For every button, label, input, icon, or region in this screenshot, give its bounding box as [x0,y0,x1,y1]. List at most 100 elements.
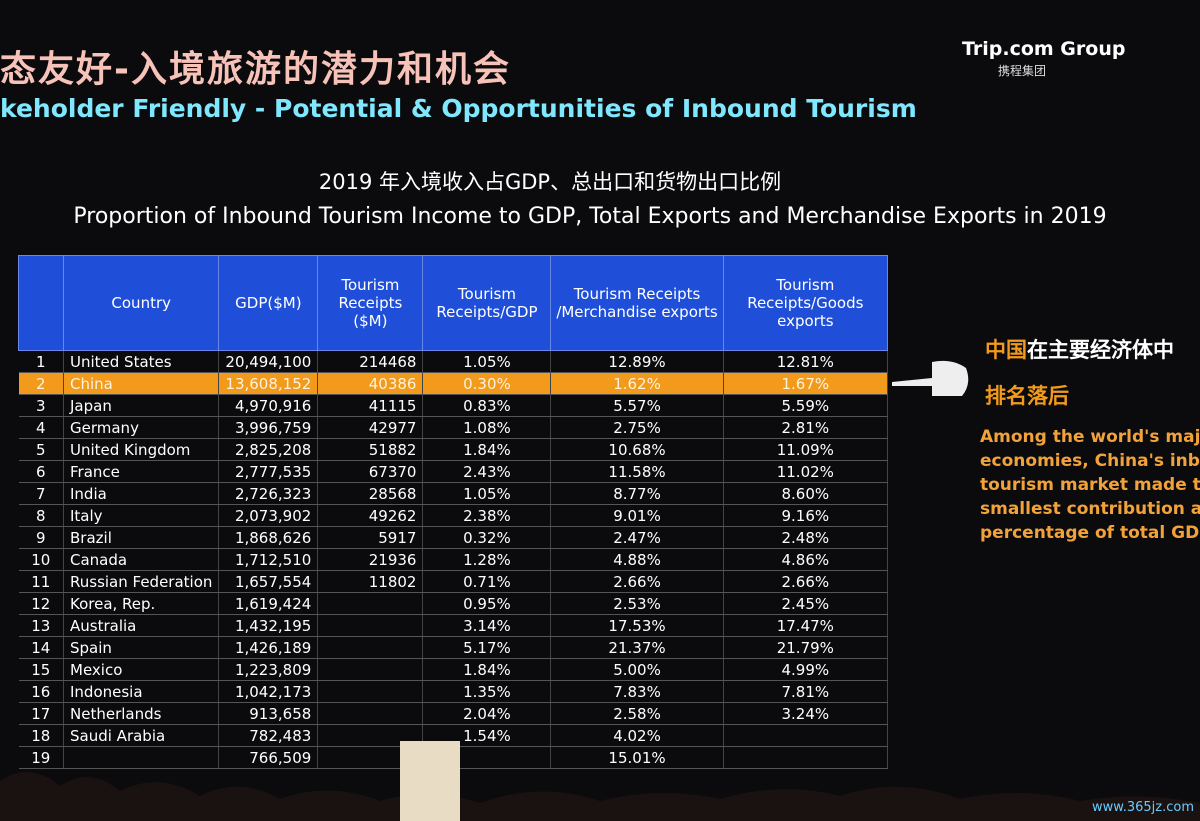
table-cell: 0.95% [422,592,552,615]
table-cell: 15 [18,658,64,681]
table-cell: United States [63,350,220,373]
table-cell: 1,042,173 [218,680,319,703]
table-cell: 1.84% [422,438,552,461]
table-cell: 12 [18,592,64,615]
table-cell [317,702,424,725]
table-cell [723,724,889,747]
table-cell: Italy [63,504,220,527]
table-cell: 7 [18,482,64,505]
table-cell: 1,432,195 [218,614,319,637]
table-cell: 8.77% [550,482,724,505]
table-cell: 15.01% [550,746,724,769]
subtitle: keholder Friendly - Potential & Opportun… [0,94,917,123]
table-cell [317,636,424,659]
table-cell: 2.48% [723,526,889,549]
table-cell: United Kingdom [63,438,220,461]
table-cell [63,746,220,769]
table-cell: Indonesia [63,680,220,703]
table-cell: 4,970,916 [218,394,319,417]
table-cell: Germany [63,416,220,439]
table-row: 3 Japan 4,970,916 41115 0.83% 5.57% 5.59% [18,394,889,417]
table-row: 2 China 13,608,152 40386 0.30% 1.62% 1.67% [18,372,889,395]
table-cell: France [63,460,220,483]
table-cell: 8 [18,504,64,527]
audience-silhouettes [0,741,1200,821]
table-cell: 2.75% [550,416,724,439]
table-cell: 1,426,189 [218,636,319,659]
table-cell: 9.16% [723,504,889,527]
table-cell: 7.83% [550,680,724,703]
table-row: 17 Netherlands 913,658 2.04% 2.58% 3.24% [18,702,889,725]
table-cell: 782,483 [218,724,319,747]
callout-en-line: tourism market made the [980,475,1200,495]
table-row: 13 Australia 1,432,195 3.14% 17.53% 17.47% [18,614,889,637]
table-row: 5 United Kingdom 2,825,208 51882 1.84% 10.68%… [18,438,889,461]
heading-cn: 2019 年入境收入占GDP、总出口和货物出口比例 [318,170,782,194]
table-cell: 1.84% [422,658,552,681]
table-cell: 18 [18,724,64,747]
title: 态友好-入境旅游的潜力和机会 [0,49,511,90]
header-cell: Country [62,255,220,351]
table-cell: 2.66% [723,570,889,593]
table-cell: 2,726,323 [218,482,319,505]
table-cell: 4 [18,416,64,439]
table-cell: 49262 [317,504,424,527]
table-cell: 42977 [317,416,424,439]
pointing-hand-icon [892,360,969,396]
table-cell: 1.08% [422,416,552,439]
header-cell: Tourism Receipts/Goods exports [722,255,889,351]
table-cell [723,746,889,769]
table-cell: 2.45% [723,592,889,615]
table-cell: 12.89% [550,350,724,373]
table-cell: 12.81% [723,350,889,373]
header-cell [18,255,64,351]
table-cell: 11.02% [723,460,889,483]
watermark: www.365jz.com [1092,800,1194,815]
header-cell: Tourism Receipts/GDP [422,255,552,351]
table-cell: 9 [18,526,64,549]
table-cell: 19 [18,746,64,769]
table-cell: 5.57% [550,394,724,417]
table-cell: 1.05% [422,350,552,373]
table-cell: 2.04% [422,702,552,725]
table-cell: 11.09% [723,438,889,461]
callout-cn-2: 排名落后 [985,384,1069,408]
table-row: 16 Indonesia 1,042,173 1.35% 7.83% 7.81% [18,680,889,703]
table-row: 7 India 2,726,323 28568 1.05% 8.77% 8.60% [18,482,889,505]
table-row: 19 766,509 15.01% [18,746,889,769]
table-cell: 51882 [317,438,424,461]
table-cell: 4.86% [723,548,889,571]
table-cell: 8.60% [723,482,889,505]
table-cell [317,592,424,615]
table-cell: 2 [18,372,64,395]
table-cell: 2,825,208 [218,438,319,461]
callout-cn: 中国在主要经济体中 [985,334,1174,364]
table-row: 4 Germany 3,996,759 42977 1.08% 2.75% 2.81% [18,416,889,439]
table-cell: 11802 [317,570,424,593]
table-row: 11 Russian Federation 1,657,554 11802 0.71% 2… [18,570,889,593]
table-cell: 28568 [317,482,424,505]
table-cell: 17.53% [550,614,724,637]
table-cell: 1.05% [422,482,552,505]
table-cell: 4.02% [550,724,724,747]
table-cell: 1,223,809 [218,658,319,681]
table-cell: 11 [18,570,64,593]
table-cell: 0.32% [422,526,552,549]
table-cell: 11.58% [550,460,724,483]
table-cell: 0.30% [422,372,552,395]
table-row: 9 Brazil 1,868,626 5917 0.32% 2.47% 2.48% [18,526,889,549]
table-cell: 21.79% [723,636,889,659]
table-cell: 3 [18,394,64,417]
table-cell: 5.00% [550,658,724,681]
table-cell: 3.14% [422,614,552,637]
table-cell: 40386 [317,372,424,395]
table-cell: 21936 [317,548,424,571]
table-row: 12 Korea, Rep. 1,619,424 0.95% 2.53% 2.45% [18,592,889,615]
table-cell: 5 [18,438,64,461]
table-cell: 2.58% [550,702,724,725]
table-cell: Netherlands [63,702,220,725]
table-cell: 4.99% [723,658,889,681]
callout-en: Among the world's majo economies, China's… [980,425,1200,545]
table-cell: 3.24% [723,702,889,725]
table-row: 6 France 2,777,535 67370 2.43% 11.58% 11.02% [18,460,889,483]
